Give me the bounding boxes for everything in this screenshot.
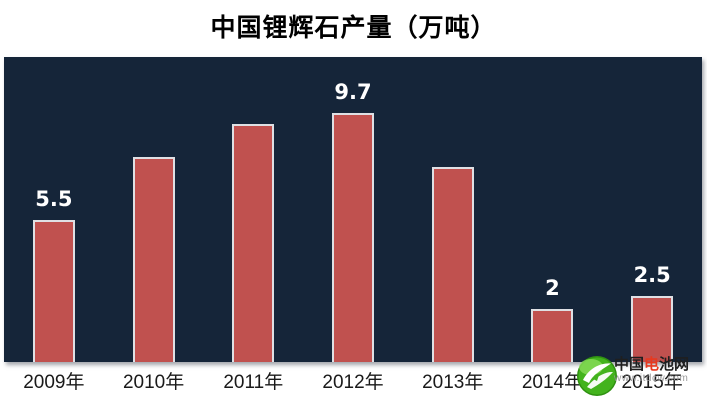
x-axis-label-2014: 2014年 (521, 372, 584, 393)
x-axis-label-2009: 2009年 (23, 372, 85, 393)
site-logo: 中国电池网 www.itdcw.com (576, 352, 707, 402)
logo-globe-swirl-icon (577, 356, 617, 396)
bar-2010 (132, 156, 175, 362)
x-axis-label-2013: 2013年 (422, 372, 484, 393)
bar-2012 (332, 113, 375, 362)
logo-site-name: 中国电池网 (614, 356, 689, 373)
x-axis-label-2011: 2011年 (223, 372, 284, 393)
bar-value-label-2014: 2 (545, 276, 560, 301)
logo-site-url: www.itdcw.com (614, 373, 689, 384)
x-axis-label-2015: 2015年 (621, 372, 683, 393)
logo-name-part: 池网 (659, 355, 690, 373)
plot-area: 5.5 9.7 2 2.5 (4, 57, 702, 362)
bar-value-label-2009: 5.5 (35, 187, 73, 212)
bar-2009 (32, 220, 75, 362)
chart-title: 中国锂辉石产量（万吨） (210, 13, 497, 42)
bar-value-label-2015: 2.5 (633, 263, 671, 288)
bar-2015 (631, 296, 674, 362)
bar-value-label-2012: 9.7 (334, 80, 372, 105)
x-axis-label-2010: 2010年 (122, 372, 185, 393)
bar-column-2009: 5.5 (4, 57, 104, 362)
logo-name-part: 中国 (614, 355, 645, 373)
bar-2011 (232, 123, 275, 362)
bar-2013 (431, 166, 474, 362)
bar-column-2012: 9.7 (303, 57, 403, 362)
bar-column-2011 (203, 57, 303, 362)
bar-column-2013 (403, 57, 503, 362)
x-axis: 2009年 2010年 2011年 2012年 2013年 2014年 2015年 (4, 368, 702, 398)
logo-name-part: 电 (644, 355, 660, 373)
x-axis-label-2012: 2012年 (322, 372, 384, 393)
bar-2014 (531, 309, 574, 362)
bar-column-2015: 2.5 (602, 57, 702, 362)
bar-column-2010 (104, 57, 204, 362)
bar-column-2014: 2 (503, 57, 603, 362)
